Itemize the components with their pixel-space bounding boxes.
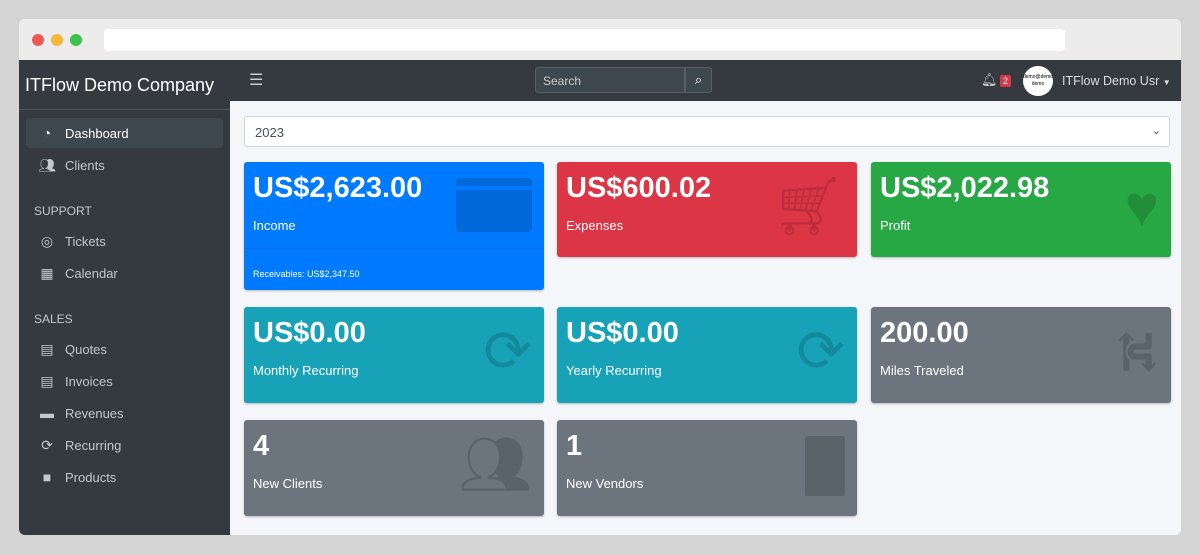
sidebar-item-products[interactable]: ■ Products <box>26 462 223 492</box>
sidebar-item-clients[interactable]: 👥︎ Clients <box>26 150 223 180</box>
browser-chrome <box>19 19 1181 60</box>
receivables-text: Receivables: US$2,347.50 <box>244 248 544 290</box>
card-value: US$600.02 <box>566 172 712 204</box>
user-menu[interactable]: ITFlow Demo Usr ▼ <box>1062 74 1171 88</box>
card-label: Miles Traveled <box>880 363 964 378</box>
minimize-window-button[interactable] <box>51 34 63 46</box>
miles-traveled-card[interactable]: 200.00 Miles Traveled ⛕ <box>871 307 1171 403</box>
card-label: Expenses <box>566 218 624 233</box>
profit-card[interactable]: US$2,022.98 Profit ♥ <box>871 162 1171 257</box>
sidebar-item-label: Tickets <box>65 233 106 249</box>
income-card[interactable]: US$2,623.00 Income Receivables: US$2,347… <box>244 162 544 290</box>
credit-card-icon <box>456 178 532 242</box>
expenses-card[interactable]: US$600.02 Expenses 🛒︎ <box>557 162 857 257</box>
sidebar-item-label: Recurring <box>65 437 122 453</box>
brand-link[interactable]: ITFlow Demo Company <box>19 60 230 110</box>
menu-toggle-icon[interactable]: ☰ <box>249 72 264 89</box>
avatar[interactable]: demo@demo demo <box>1023 66 1053 96</box>
sidebar-item-quotes[interactable]: ▤ Quotes <box>26 334 223 364</box>
search-button[interactable]: ⌕ <box>685 67 712 93</box>
card-value: US$0.00 <box>253 317 366 349</box>
calendar-icon: ▦ <box>40 264 54 281</box>
sidebar-item-invoices[interactable]: ▤ Invoices <box>26 366 223 396</box>
tachometer-icon: ◔ <box>42 125 52 141</box>
sidebar-item-label: Quotes <box>65 341 107 357</box>
users-icon: 👥︎ <box>38 156 56 173</box>
card-value: US$2,022.98 <box>880 172 1050 204</box>
sync-icon: ⟳ <box>483 319 532 384</box>
main-content: 2023 ⌄ US$2,623.00 Income Receivables: US… <box>230 101 1181 535</box>
chevron-down-icon: ⌄ <box>1151 125 1161 137</box>
maximize-window-button[interactable] <box>70 34 82 46</box>
card-label: Monthly Recurring <box>253 363 359 378</box>
file-icon: ▤ <box>40 340 54 357</box>
credit-card-icon: ▬ <box>40 405 54 421</box>
top-navbar: ☰ Search ⌕ 🔔︎ 2 demo@demo demo ITFlow De… <box>230 60 1181 101</box>
monthly-recurring-card[interactable]: US$0.00 Monthly Recurring ⟳ <box>244 307 544 403</box>
card-label: Yearly Recurring <box>566 363 662 378</box>
yearly-recurring-card[interactable]: US$0.00 Yearly Recurring ⟳ <box>557 307 857 403</box>
sidebar-header-sales: SALES <box>34 312 73 326</box>
card-value: 1 <box>566 430 583 462</box>
sidebar-item-label: Clients <box>65 157 105 173</box>
card-label: New Clients <box>253 476 323 491</box>
sidebar-item-recurring[interactable]: ⟳ Recurring <box>26 430 223 460</box>
new-clients-card[interactable]: 4 New Clients 👥︎ <box>244 420 544 516</box>
card-value: US$2,623.00 <box>253 172 423 204</box>
close-window-button[interactable] <box>32 34 44 46</box>
caret-down-icon: ▼ <box>1162 78 1171 87</box>
building-icon <box>805 436 845 506</box>
users-icon: 👥︎ <box>458 432 532 497</box>
shopping-cart-icon: 🛒︎ <box>771 174 845 239</box>
sidebar-item-calendar[interactable]: ▦ Calendar <box>26 258 223 288</box>
sidebar-header-support: SUPPORT <box>34 204 92 218</box>
sync-icon: ⟳ <box>796 319 845 384</box>
sidebar: ITFlow Demo Company ◔ Dashboard 👥︎ Clients… <box>19 60 230 535</box>
user-name: ITFlow Demo Usr <box>1062 74 1160 88</box>
life-ring-icon: ◎ <box>40 232 54 249</box>
sync-icon: ⟳ <box>41 436 53 453</box>
year-select-value: 2023 <box>255 125 284 140</box>
sidebar-item-label: Revenues <box>65 405 124 421</box>
route-icon: ⛕ <box>1115 319 1159 384</box>
card-label: New Vendors <box>566 476 644 491</box>
search-icon: ⌕ <box>694 72 703 87</box>
sidebar-item-label: Calendar <box>65 265 118 281</box>
sidebar-item-revenues[interactable]: ▬ Revenues <box>26 398 223 428</box>
browser-window: ITFlow Demo Company ◔ Dashboard 👥︎ Clients… <box>19 19 1181 535</box>
card-value: 200.00 <box>880 317 969 349</box>
new-vendors-card[interactable]: 1 New Vendors <box>557 420 857 516</box>
year-select[interactable]: 2023 ⌄ <box>244 116 1170 147</box>
box-icon: ■ <box>42 469 52 485</box>
search-input[interactable]: Search <box>535 67 685 93</box>
sidebar-item-label: Dashboard <box>65 125 129 141</box>
card-label: Income <box>253 218 296 233</box>
card-value: 4 <box>253 430 270 462</box>
notification-badge: 2 <box>1000 75 1012 87</box>
address-bar[interactable] <box>104 29 1065 51</box>
card-label: Profit <box>880 218 911 233</box>
card-value: US$0.00 <box>566 317 679 349</box>
sidebar-item-label: Products <box>65 469 117 485</box>
invoice-icon: ▤ <box>40 372 54 389</box>
heart-icon: ♥ <box>1124 174 1159 239</box>
bell-icon[interactable]: 🔔︎ <box>981 72 998 87</box>
sidebar-item-label: Invoices <box>65 373 113 389</box>
sidebar-item-tickets[interactable]: ◎ Tickets <box>26 226 223 256</box>
sidebar-item-dashboard[interactable]: ◔ Dashboard <box>26 118 223 148</box>
